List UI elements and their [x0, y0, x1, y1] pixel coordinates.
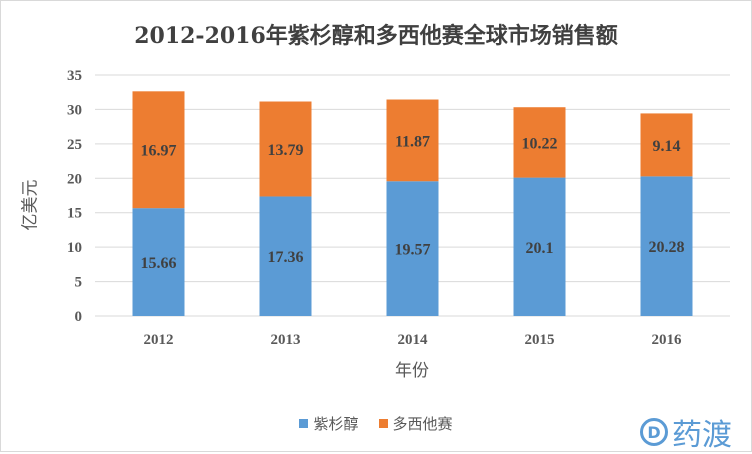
y-axis-label: 亿美元 — [20, 179, 41, 231]
y-tick-label: 20 — [67, 171, 82, 187]
x-tick-label: 2013 — [271, 332, 301, 348]
data-label: 17.36 — [268, 249, 304, 266]
y-tick-label: 15 — [67, 206, 82, 222]
legend-swatch — [299, 419, 309, 428]
x-tick-label: 2012 — [144, 332, 174, 348]
logo-icon: D — [640, 418, 668, 446]
data-label: 13.79 — [268, 142, 304, 159]
y-tick-label: 35 — [67, 68, 82, 84]
data-label: 9.14 — [653, 138, 681, 155]
y-tick-label: 25 — [67, 137, 82, 153]
data-label: 16.97 — [141, 143, 177, 160]
legend-label: 多西他赛 — [392, 415, 453, 433]
chart-title: 2012-2016年紫杉醇和多西他赛全球市场销售额 — [134, 23, 618, 49]
data-label: 10.22 — [522, 135, 558, 152]
y-tick-label: 10 — [67, 240, 82, 256]
bar-docetaxel — [640, 113, 693, 177]
x-axis-label: 年份 — [395, 361, 429, 381]
bar-paclitaxel — [386, 181, 439, 316]
data-label: 15.66 — [141, 255, 177, 272]
x-tick-label: 2016 — [652, 332, 683, 348]
data-label: 20.1 — [526, 240, 554, 257]
x-tick-label: 2014 — [398, 332, 429, 348]
data-label: 19.57 — [395, 242, 431, 259]
legend-label: 紫杉醇 — [313, 415, 359, 433]
y-tick-label: 5 — [75, 275, 83, 291]
legend-swatch — [378, 419, 388, 428]
data-label: 20.28 — [649, 239, 685, 256]
y-tick-label: 0 — [75, 309, 83, 325]
bar-docetaxel — [259, 101, 312, 197]
data-label: 11.87 — [395, 133, 430, 150]
bar-paclitaxel — [259, 196, 312, 316]
bar-paclitaxel — [132, 208, 185, 316]
bar-docetaxel — [513, 107, 566, 178]
logo-text: 药渡 — [672, 418, 732, 453]
logo: D 药渡 — [640, 410, 732, 454]
bar-paclitaxel — [640, 176, 693, 316]
x-tick-label: 2015 — [525, 332, 555, 348]
legend-item-docetaxel: 多西他赛 — [378, 413, 453, 434]
legend: 紫杉醇 多西他赛 — [0, 413, 752, 434]
y-tick-label: 30 — [67, 102, 82, 118]
bar-docetaxel — [386, 99, 439, 182]
legend-item-paclitaxel: 紫杉醇 — [299, 413, 359, 434]
bar-docetaxel — [132, 91, 185, 209]
bar-paclitaxel — [513, 177, 566, 316]
